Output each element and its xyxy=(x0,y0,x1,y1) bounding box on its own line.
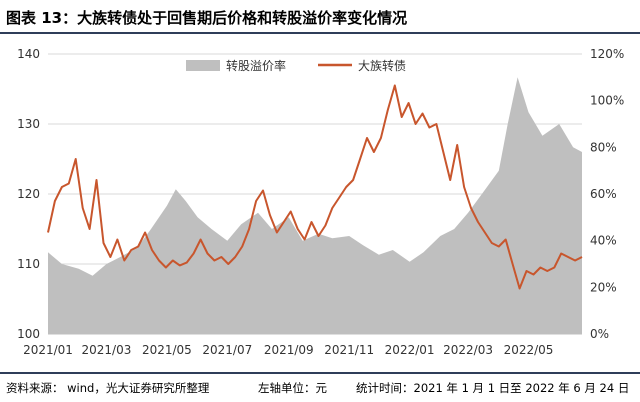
chart: 100 110 120 130 140 0% 20% 40% 60% 80% 100% 120% 202… xyxy=(17,47,624,357)
y-left-tick-label: 140 xyxy=(17,47,40,61)
y-right-tick-label: 60% xyxy=(590,187,617,201)
series-area-premium xyxy=(48,77,582,335)
x-tick-label: 2021/03 xyxy=(82,343,132,357)
figure-title: 图表 13：大族转债处于回售期后价格和转股溢价率变化情况 xyxy=(6,9,408,27)
x-tick-label: 2022/01 xyxy=(385,343,435,357)
y-left-tick-label: 130 xyxy=(17,117,40,131)
y-right-tick-label: 80% xyxy=(590,140,617,154)
y-left-tick-label: 100 xyxy=(17,327,40,341)
source-note: 资料来源： wind，光大证券研究所整理 xyxy=(6,381,210,395)
y-right-tick-label: 20% xyxy=(590,280,617,294)
x-tick-label: 2021/11 xyxy=(324,343,374,357)
footer: 资料来源： wind，光大证券研究所整理 左轴单位：元 统计时间：2021 年 … xyxy=(0,372,640,402)
y-left-tick-label: 120 xyxy=(17,187,40,201)
unit-note: 左轴单位：元 xyxy=(258,381,327,395)
x-tick-label: 2021/01 xyxy=(23,343,73,357)
y-right-tick-label: 0% xyxy=(590,327,609,341)
x-tick-label: 2021/09 xyxy=(264,343,314,357)
x-tick-label: 2021/07 xyxy=(202,343,252,357)
y-right-tick-label: 100% xyxy=(590,94,624,108)
title-bar: 图表 13：大族转债处于回售期后价格和转股溢价率变化情况 xyxy=(0,0,640,34)
series-line-bond-price xyxy=(47,84,583,290)
y-right-tick-label: 120% xyxy=(590,47,624,61)
y-right-tick-label: 40% xyxy=(590,234,617,248)
legend-swatch-premium xyxy=(186,60,220,71)
legend-label-bond-price: 大族转债 xyxy=(358,58,406,73)
x-tick-label: 2022/05 xyxy=(504,343,554,357)
period-note: 统计时间：2021 年 1 月 1 日至 2022 年 6 月 24 日 xyxy=(356,381,630,395)
x-tick-label: 2022/03 xyxy=(443,343,493,357)
x-tick-label: 2021/05 xyxy=(142,343,192,357)
y-left-tick-label: 110 xyxy=(17,257,40,271)
legend-label-premium: 转股溢价率 xyxy=(226,58,286,73)
